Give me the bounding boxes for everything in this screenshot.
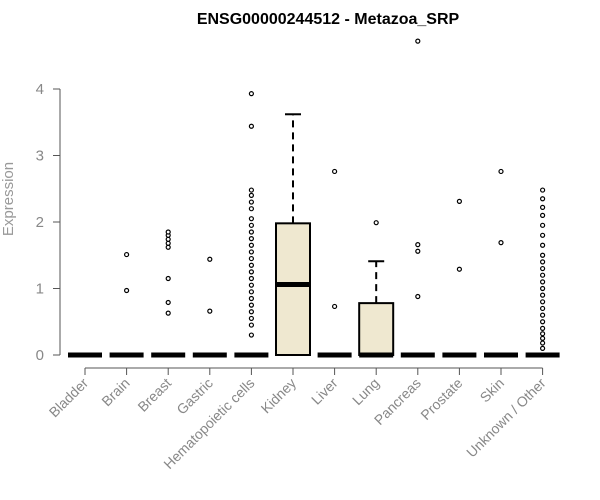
outlier-point	[248, 332, 254, 338]
outlier-point	[165, 229, 171, 235]
outlier-point	[539, 204, 546, 210]
outlier-point	[248, 91, 254, 97]
outlier-point	[248, 289, 254, 295]
outlier-point	[373, 220, 379, 226]
outlier-point	[498, 240, 504, 246]
outlier-point	[248, 262, 254, 268]
outlier-point	[248, 282, 254, 288]
outlier-point	[248, 192, 254, 198]
x-tick-label: Liver	[308, 375, 341, 408]
outlier-point	[539, 305, 546, 312]
outlier-point	[248, 236, 254, 242]
outlier-point	[539, 265, 546, 272]
x-tick-label: Brain	[98, 375, 132, 409]
y-tick-label: 0	[36, 347, 44, 364]
outlier-point	[248, 302, 254, 308]
outlier-point	[248, 249, 254, 255]
outlier-point	[248, 187, 254, 193]
outlier-point	[332, 168, 338, 175]
outlier-point	[539, 331, 546, 337]
outlier-point	[165, 310, 171, 316]
outlier-point	[539, 325, 546, 331]
outlier-point	[539, 319, 546, 325]
outlier-point	[123, 251, 130, 258]
outlier-point	[248, 222, 254, 228]
outlier-point	[248, 255, 254, 262]
x-tick-label: Breast	[134, 375, 174, 415]
chart-title: ENSG00000244512 - Metazoa_SRP	[197, 11, 460, 28]
outlier-point	[248, 216, 254, 222]
outlier-point	[539, 212, 546, 218]
outlier-point	[456, 266, 462, 272]
outlier-point	[248, 199, 254, 205]
box-9	[442, 198, 477, 358]
outlier-point	[539, 279, 546, 285]
y-tick-label: 2	[36, 214, 44, 231]
outlier-point	[248, 315, 254, 322]
box-iqr	[275, 222, 311, 356]
outlier-point	[248, 322, 254, 328]
boxplot-series	[68, 38, 560, 358]
box-2	[151, 229, 186, 358]
outlier-point	[539, 299, 546, 305]
outlier-point	[539, 222, 546, 228]
outlier-point	[207, 308, 213, 314]
outlier-point	[248, 123, 254, 129]
y-tick-label: 1	[36, 281, 44, 298]
box-1	[109, 251, 144, 358]
outlier-point	[415, 242, 421, 248]
outlier-point	[539, 335, 546, 341]
outlier-point	[248, 206, 254, 212]
outlier-point	[498, 168, 504, 175]
outlier-point	[248, 229, 254, 235]
outlier-point	[539, 187, 546, 193]
box-5	[275, 113, 311, 356]
y-tick-label: 4	[36, 81, 44, 98]
outlier-point	[415, 38, 421, 44]
x-tick-label: Bladder	[46, 375, 92, 421]
box-10	[484, 168, 518, 358]
box-4	[234, 91, 269, 358]
x-tick-label: Prostate	[417, 375, 465, 423]
box-8	[400, 38, 435, 358]
outlier-point	[332, 303, 338, 310]
x-tick-label: Lung	[349, 375, 382, 408]
outlier-point	[539, 232, 546, 238]
box-3	[192, 256, 227, 358]
outlier-point	[415, 248, 421, 254]
outlier-point	[539, 345, 546, 351]
outlier-point	[539, 292, 546, 298]
outlier-point	[248, 242, 254, 248]
outlier-point	[248, 309, 254, 315]
outlier-point	[539, 242, 546, 248]
outlier-point	[539, 285, 546, 292]
box-7	[358, 220, 395, 358]
outlier-point	[248, 295, 254, 302]
outlier-point	[248, 275, 254, 282]
y-tick-label: 3	[36, 148, 44, 165]
box-6	[317, 168, 352, 358]
y-axis-label: Expression	[0, 162, 17, 236]
outlier-point	[539, 312, 546, 318]
outlier-point	[539, 259, 546, 265]
x-tick-label: Unknown / Other	[463, 375, 549, 461]
outlier-point	[539, 196, 546, 202]
outlier-point	[207, 256, 213, 262]
outlier-point	[539, 340, 546, 346]
x-tick-label: Skin	[477, 375, 508, 406]
y-axis: 0 1 2 3 4	[36, 81, 61, 364]
outlier-point	[165, 299, 171, 306]
outlier-point	[539, 272, 546, 278]
outlier-point	[248, 269, 254, 275]
x-tick-label: Kidney	[258, 375, 300, 417]
box-11	[525, 187, 560, 358]
outlier-point	[415, 293, 421, 300]
outlier-point	[165, 275, 171, 282]
outlier-point	[539, 252, 546, 258]
outlier-point	[123, 287, 130, 294]
outlier-point	[456, 198, 462, 204]
box-iqr	[358, 302, 395, 357]
